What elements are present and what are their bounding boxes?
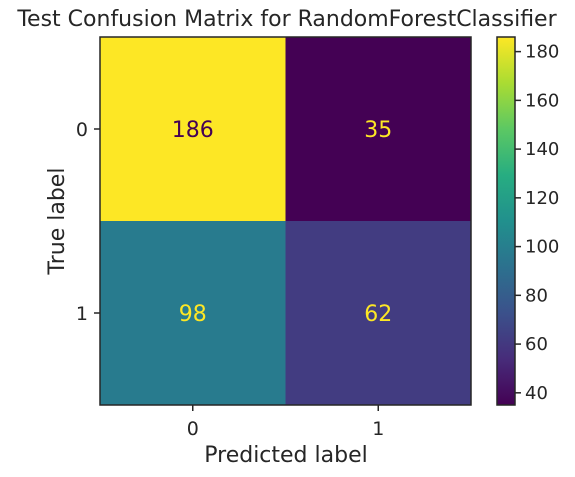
- x-axis-label: Predicted label: [204, 443, 367, 468]
- x-tick-label: 0: [187, 418, 199, 440]
- colorbar-tick-label: 160: [525, 90, 559, 111]
- y-axis-label: True label: [45, 168, 70, 276]
- y-tick-label: 1: [76, 303, 88, 325]
- colorbar-tick-label: 140: [525, 139, 559, 160]
- colorbar: [496, 36, 516, 406]
- matrix-cell-0-1: [285, 37, 471, 221]
- matrix-cell-value-0-0: 186: [172, 118, 214, 143]
- colorbar-tick-label: 80: [525, 285, 548, 306]
- colorbar-tick-label: 40: [525, 383, 548, 404]
- colorbar-tick-label: 60: [525, 334, 548, 355]
- y-tick-label: 0: [76, 119, 88, 141]
- colorbar-tick-label: 120: [525, 188, 559, 209]
- chart-title: Test Confusion Matrix for RandomForestCl…: [16, 7, 557, 32]
- matrix-cells: 186 35 98 62: [100, 37, 471, 405]
- matrix-cell-value-1-0: 98: [179, 302, 207, 327]
- matrix-cell-0-0: [100, 37, 286, 221]
- matrix-cell-value-1-1: 62: [364, 302, 392, 327]
- x-tick-label: 1: [372, 418, 384, 440]
- matrix-cell-value-0-1: 35: [364, 118, 392, 143]
- matrix-cell-1-0: [100, 221, 286, 405]
- colorbar-tick-label: 100: [525, 237, 559, 258]
- colorbar-tick-group: 40 60 80 100 120 140 160 180: [515, 42, 559, 404]
- matrix-frame: [99, 36, 472, 406]
- y-tick-group: 01: [76, 119, 100, 325]
- matrix-cell-1-1: [285, 221, 471, 405]
- colorbar-tick-label: 180: [525, 42, 559, 63]
